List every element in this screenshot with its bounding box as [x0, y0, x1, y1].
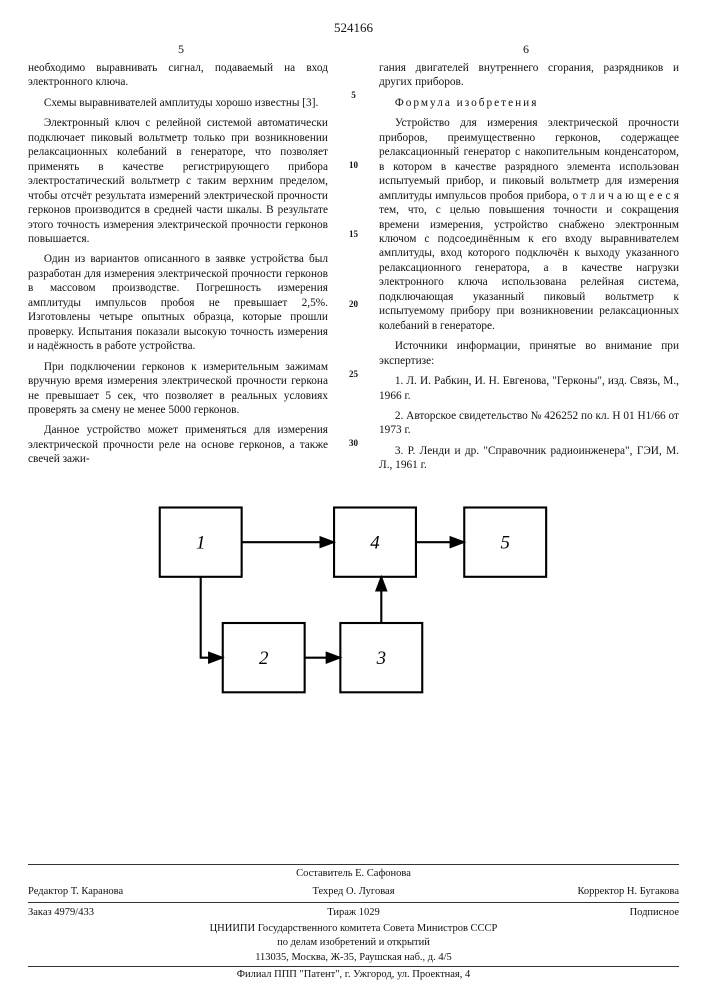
- right-p4: 1. Л. И. Рабкин, И. Н. Евгенова, "Геркон…: [379, 374, 679, 403]
- left-p2: Схемы выравнивателей амплитуды хорошо из…: [28, 96, 328, 110]
- gutter-mark: 25: [349, 369, 358, 381]
- left-p3: Электронный ключ с релейной системой авт…: [28, 116, 328, 246]
- org-line-1: ЦНИИПИ Государственного комитета Совета …: [28, 922, 679, 936]
- right-p2: Устройство для измерения электрической п…: [379, 116, 679, 333]
- left-p5: При подключении герконов к измерительным…: [28, 360, 328, 418]
- document-number: 524166: [28, 20, 679, 36]
- editor: Редактор Т. Каранова: [28, 885, 245, 899]
- org-line-2: по делам изобретений и открытий: [28, 936, 679, 950]
- subscription: Подписное: [462, 906, 679, 920]
- svg-text:2: 2: [258, 648, 268, 669]
- gutter-mark: 10: [349, 160, 358, 172]
- gutter-mark: 15: [349, 229, 358, 241]
- right-p1: гания двигателей внутреннего сгорания, р…: [379, 61, 679, 90]
- tirage: Тираж 1029: [245, 906, 462, 920]
- corrector: Корректор Н. Бугакова: [462, 885, 679, 899]
- svg-text:3: 3: [375, 648, 385, 669]
- order-number: Заказ 4979/433: [28, 906, 245, 920]
- address-1: 113035, Москва, Ж-35, Раушская наб., д. …: [28, 951, 679, 965]
- imprint-footer: Составитель Е. Сафонова Редактор Т. Кара…: [28, 864, 679, 982]
- line-number-gutter: 5 10 15 20 25 30: [348, 61, 359, 479]
- left-column: необходимо выравнивать сигнал, подаваемы…: [28, 61, 328, 479]
- left-p6: Данное устройство может применяться для …: [28, 423, 328, 466]
- right-column: гания двигателей внутреннего сгорания, р…: [379, 61, 679, 479]
- gutter-mark: 30: [349, 438, 358, 450]
- diagram-svg: 1 4 5 2 3: [139, 497, 569, 707]
- address-2: Филиал ППП "Патент", г. Ужгород, ул. Про…: [28, 968, 679, 982]
- svg-text:1: 1: [195, 532, 204, 553]
- formula-heading: Формула изобретения: [379, 96, 679, 110]
- techred: Техред О. Луговая: [245, 885, 462, 899]
- compiler: Составитель Е. Сафонова: [245, 867, 462, 881]
- right-p6: 3. Р. Ленди и др. "Справочник радиоинжен…: [379, 444, 679, 473]
- gutter-mark: 20: [349, 299, 358, 311]
- text-columns: необходимо выравнивать сигнал, подаваемы…: [28, 61, 679, 479]
- gutter-mark: 5: [351, 90, 356, 102]
- right-p3: Источники информации, принятые во вниман…: [379, 339, 679, 368]
- left-p1: необходимо выравнивать сигнал, подаваемы…: [28, 61, 328, 90]
- svg-text:5: 5: [500, 532, 509, 553]
- left-page-number: 5: [178, 42, 184, 57]
- block-diagram: 1 4 5 2 3: [139, 497, 569, 707]
- right-p5: 2. Авторское свидетельство № 426252 по к…: [379, 409, 679, 438]
- svg-text:4: 4: [370, 532, 380, 553]
- left-p4: Один из вариантов описанного в заявке ус…: [28, 252, 328, 353]
- formula-heading-text: Формула изобретения: [395, 97, 539, 109]
- right-page-number: 6: [523, 42, 529, 57]
